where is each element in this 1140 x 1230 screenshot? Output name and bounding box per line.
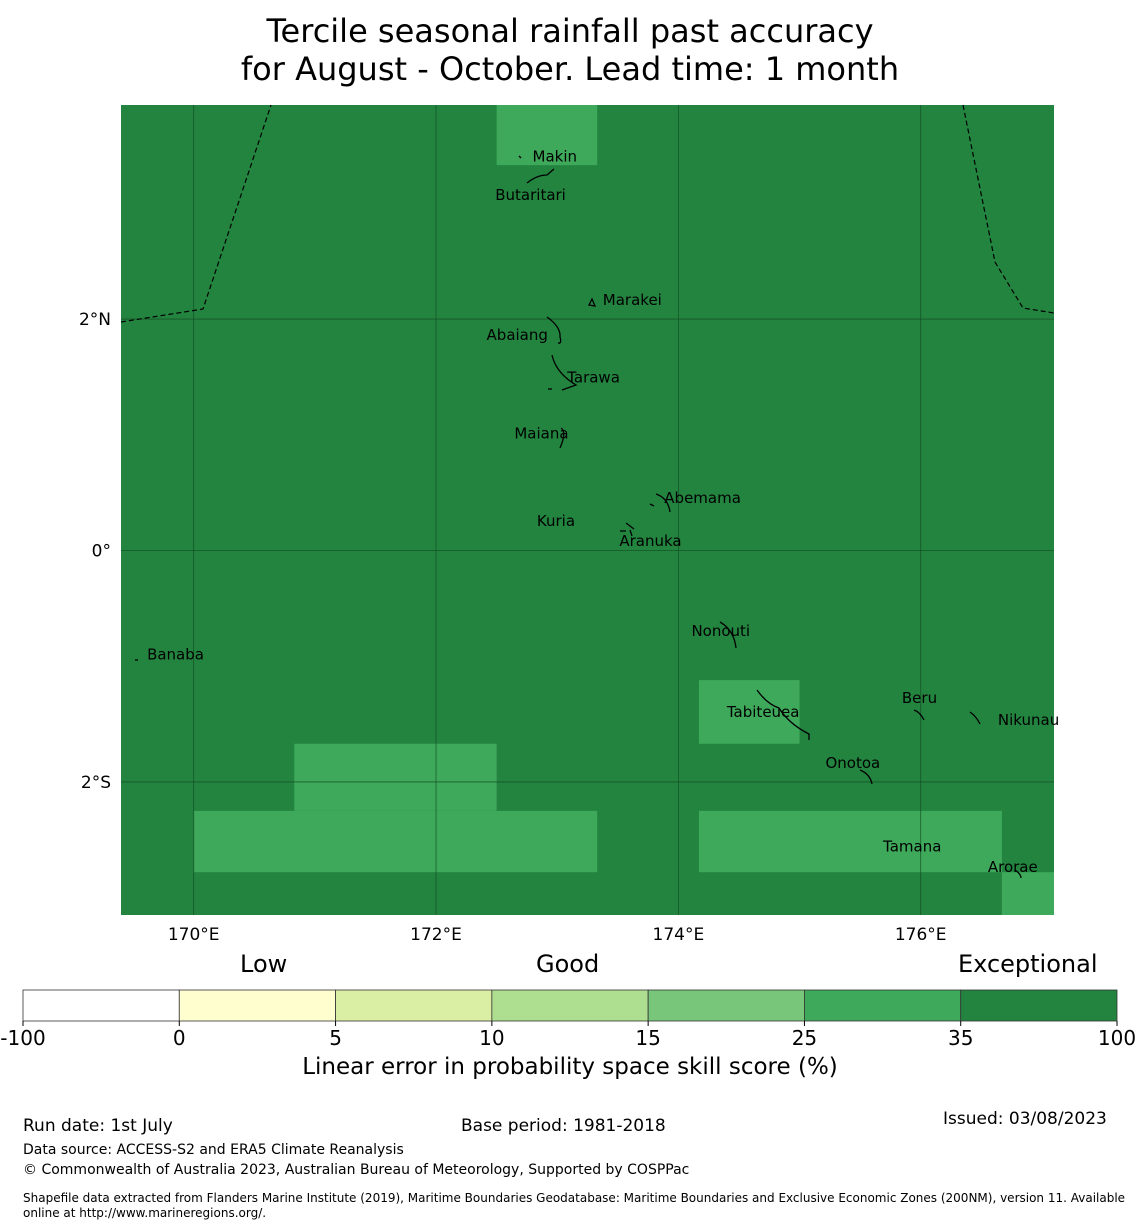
colorbar-tick-label: -100 [0, 1026, 45, 1050]
island-outline [551, 354, 578, 391]
lon-tick-label: 172°E [410, 925, 462, 945]
island-outline [526, 168, 555, 184]
chart-title-line-2: for August - October. Lead time: 1 month [240, 50, 900, 88]
skill-cell [698, 810, 1002, 873]
island-outline [518, 155, 522, 159]
place-label: Marakei [603, 291, 662, 309]
colorbar-segment [178, 989, 336, 1022]
place-label: Kuria [537, 512, 575, 530]
island-outline [655, 493, 671, 513]
place-label: Abaiang [487, 326, 548, 344]
colorbar-segment [335, 989, 493, 1022]
colorbar-tick-label: 5 [329, 1026, 342, 1050]
colorbar-tick-label: 0 [173, 1026, 186, 1050]
run-date: Run date: 1st July [23, 1116, 173, 1136]
place-label: Aranuka [619, 532, 681, 550]
legend-category-exceptional: Exceptional [958, 950, 1098, 978]
island-outline [588, 297, 597, 307]
map-background [121, 105, 1054, 915]
place-label: Onotoa [825, 754, 880, 772]
place-label: Maiana [514, 424, 568, 442]
map-body: 170°E 172°E 174°E 176°E 2°N 0° 2°S Makin Butarit… [79, 104, 1059, 945]
colorbar-segment [22, 989, 180, 1022]
colorbar-tick-label: 25 [792, 1026, 817, 1050]
island-outline [625, 522, 635, 530]
colorbar-tick-label: 10 [479, 1026, 504, 1050]
chart-title-line-1: Tercile seasonal rainfall past accuracy [266, 12, 874, 50]
place-label: Beru [902, 689, 937, 707]
eez-boundary [962, 104, 1055, 314]
place-label: Butaritari [495, 186, 566, 204]
island-outline [719, 621, 737, 649]
lat-tick-label: 2°N [79, 310, 111, 330]
lon-tick-label: 176°E [895, 925, 947, 945]
data-source: Data source: ACCESS-S2 and ERA5 Climate … [23, 1142, 404, 1158]
legend-category-low: Low [240, 950, 288, 978]
colorbar-tick-label: 15 [635, 1026, 660, 1050]
place-label: Arorae [988, 858, 1038, 876]
place-label: Tamana [882, 837, 941, 855]
colorbar-tick-label: 35 [948, 1026, 973, 1050]
place-label: Nonouti [691, 622, 750, 640]
lon-tick-label: 174°E [653, 925, 705, 945]
island-outline [649, 503, 655, 507]
place-label: Tabiteuea [726, 703, 800, 721]
place-label: Tarawa [566, 369, 620, 387]
skill-cell [193, 810, 598, 873]
island-outline [859, 769, 873, 785]
shapefile-credit: Shapefile data extracted from Flanders M… [23, 1191, 1126, 1220]
island-outline [546, 316, 562, 344]
lon-tick-label: 170°E [168, 925, 220, 945]
island-outline [620, 529, 633, 537]
eez-boundary [120, 104, 272, 323]
island-outline [559, 427, 565, 449]
copyright: © Commonwealth of Australia 2023, Austra… [23, 1162, 690, 1178]
issued-date: Issued: 03/08/2023 [943, 1109, 1107, 1129]
colorbar-tick-label: 100 [1098, 1026, 1136, 1050]
colorbar-label: Linear error in probability space skill … [302, 1054, 838, 1080]
skill-cell [294, 743, 497, 811]
place-label: Nikunau [998, 711, 1059, 729]
island-outline [1014, 869, 1022, 879]
colorbar-segment [491, 989, 649, 1022]
island-outline [969, 711, 981, 725]
colorbar-segment [647, 989, 805, 1022]
skill-cell [1001, 872, 1054, 915]
place-label: Abemama [664, 489, 741, 507]
colorbar-segment [960, 989, 1118, 1022]
island-outline [756, 689, 810, 740]
colorbar-segment [804, 989, 962, 1022]
island-outline [913, 709, 925, 721]
map-canvas: 170°E 172°E 174°E 176°E 2°N 0° 2°S Makin Butarit… [0, 104, 1136, 1050]
place-label: Makin [533, 148, 578, 166]
skill-cell [496, 105, 598, 166]
lat-tick-label: 2°S [81, 773, 111, 793]
base-period: Base period: 1981-2018 [461, 1116, 666, 1136]
lat-tick-label: 0° [92, 542, 111, 562]
skill-cell [698, 680, 800, 744]
place-label: Banaba [147, 645, 204, 663]
legend-category-good: Good [536, 950, 600, 978]
colorbar: -100 0 5 10 15 25 35 100 [0, 989, 1136, 1050]
